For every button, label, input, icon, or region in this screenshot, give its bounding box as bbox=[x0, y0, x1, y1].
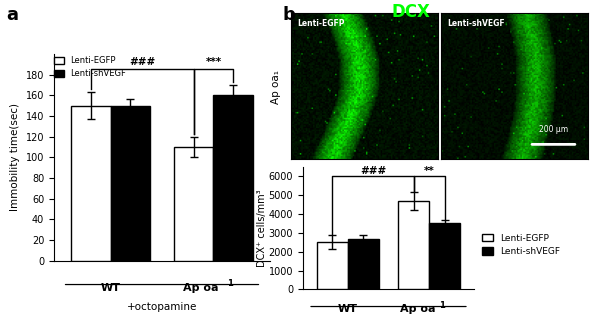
Bar bbox=[348, 239, 379, 289]
Text: 200 μm: 200 μm bbox=[539, 125, 568, 134]
Legend: Lenti-EGFP, Lenti-shVEGF: Lenti-EGFP, Lenti-shVEGF bbox=[54, 56, 127, 78]
Text: **: ** bbox=[424, 166, 434, 176]
Text: Ap oa₁: Ap oa₁ bbox=[271, 71, 281, 104]
Text: Ap oa: Ap oa bbox=[400, 303, 436, 314]
Text: 1: 1 bbox=[227, 279, 233, 288]
Text: ***: *** bbox=[205, 58, 221, 67]
Bar bbox=[110, 106, 149, 261]
Bar bbox=[175, 147, 214, 261]
Bar bbox=[429, 224, 460, 289]
Text: WT: WT bbox=[101, 284, 121, 294]
Text: a: a bbox=[6, 6, 18, 24]
Bar bbox=[398, 201, 429, 289]
Text: ###: ### bbox=[130, 58, 155, 67]
Text: WT: WT bbox=[338, 303, 358, 314]
Y-axis label: Immobility time(sec): Immobility time(sec) bbox=[10, 103, 20, 211]
Text: ###: ### bbox=[360, 166, 386, 176]
Bar bbox=[214, 95, 253, 261]
Bar bbox=[71, 106, 110, 261]
Legend: Lenti-EGFP, Lenti-shVEGF: Lenti-EGFP, Lenti-shVEGF bbox=[482, 234, 560, 256]
Y-axis label: DCX⁺ cells/mm³: DCX⁺ cells/mm³ bbox=[257, 189, 267, 267]
Text: b: b bbox=[282, 6, 295, 24]
Bar bbox=[317, 242, 348, 289]
Text: Lenti-shVEGF: Lenti-shVEGF bbox=[447, 18, 505, 28]
Text: +octopamine: +octopamine bbox=[127, 302, 197, 312]
Text: Ap oa: Ap oa bbox=[184, 284, 219, 294]
Text: 1: 1 bbox=[439, 301, 445, 310]
Text: Lenti-EGFP: Lenti-EGFP bbox=[297, 18, 344, 28]
Text: DCX: DCX bbox=[392, 3, 430, 21]
